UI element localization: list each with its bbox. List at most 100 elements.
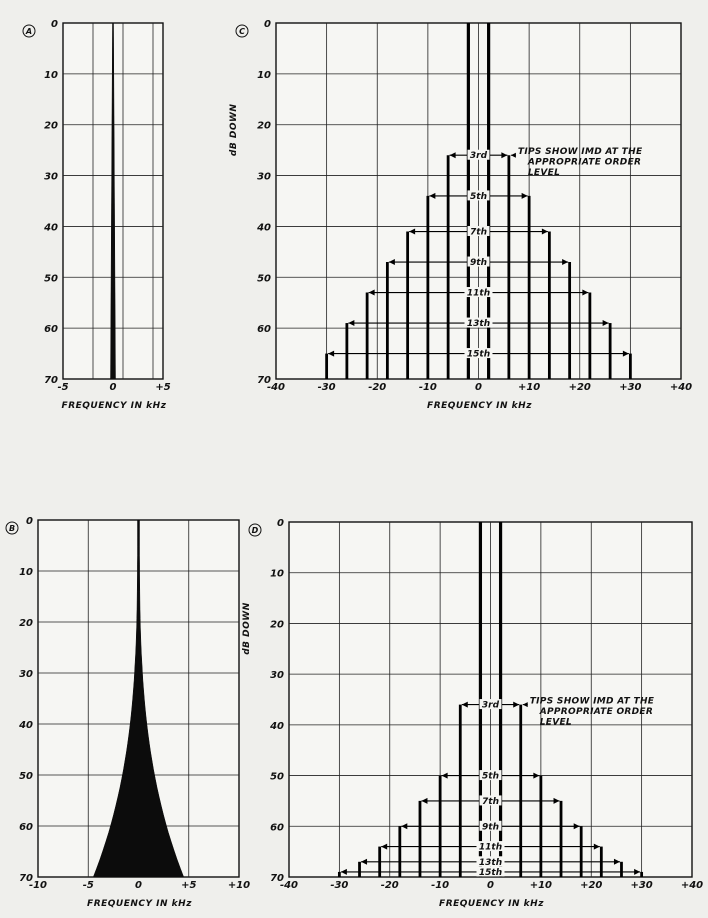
order-label-bg: [464, 287, 493, 298]
y-tick-label: 70: [257, 375, 271, 386]
order-label-bg: [467, 226, 490, 237]
y-axis-label: dB DOWN: [229, 104, 239, 157]
y-tick-label: 70: [270, 873, 284, 884]
y-tick-label: 0: [277, 518, 284, 529]
y-axis-label: dB DOWN: [242, 602, 252, 655]
order-label: 15th: [467, 350, 490, 360]
arrow-head-right: [513, 701, 520, 708]
order-label: 3rd: [482, 701, 500, 711]
order-label-bg: [464, 348, 493, 359]
arrow-head-left: [368, 289, 375, 296]
y-tick-label: 50: [44, 273, 58, 284]
x-tick-label: -30: [330, 880, 348, 891]
x-tick-label: +10: [518, 382, 540, 393]
x-tick-label: +30: [619, 382, 641, 393]
y-tick-label: 60: [44, 324, 58, 335]
arrow-head-right: [622, 350, 629, 357]
y-tick-label: 20: [19, 618, 33, 629]
x-tick-label: -10: [431, 880, 449, 891]
y-tick-label: 40: [43, 222, 58, 233]
x-tick-label: 0: [110, 382, 117, 393]
arrow-head-left: [421, 797, 428, 804]
spectrum-fill: [110, 22, 116, 380]
y-tick-label: 60: [257, 324, 271, 335]
y-tick-label: 30: [270, 670, 284, 681]
panel-id-label: A: [25, 27, 32, 36]
arrow-head-left: [388, 259, 395, 266]
y-tick-label: 60: [270, 822, 284, 833]
x-axis-label: FREQUENCY IN kHz: [439, 899, 544, 909]
arrow-head-left: [328, 350, 335, 357]
x-tick-label: 0: [475, 382, 482, 393]
x-tick-label: +5: [181, 880, 196, 891]
x-tick-label: -20: [368, 382, 386, 393]
annotation-line: TIPS SHOW IMD AT THE: [518, 147, 643, 157]
x-tick-label: -10: [29, 880, 47, 891]
y-tick-label: 40: [269, 721, 284, 732]
y-tick-label: 10: [44, 70, 58, 81]
x-tick-label: +10: [228, 880, 250, 891]
x-tick-label: +5: [155, 382, 170, 393]
annotation-line: APPROPRIATE ORDER: [539, 707, 653, 717]
order-label: 9th: [482, 822, 499, 832]
x-axis-label: FREQUENCY IN kHz: [62, 401, 167, 411]
order-label-bg: [467, 256, 490, 267]
panel-id-circle: [248, 523, 262, 537]
annotation-arrow-head: [510, 152, 516, 158]
order-label: 3rd: [470, 151, 488, 161]
panel-id-label: B: [9, 524, 15, 533]
panel-b: 0 10 20 30 40 50 60 70-10 -5 0 +5 +10 FREQUENCY IN k…: [5, 516, 250, 909]
x-tick-label: +30: [630, 880, 652, 891]
arrow-head-right: [533, 772, 540, 779]
order-label-bg: [479, 795, 502, 806]
order-label-bg: [479, 820, 502, 831]
order-label-bg: [476, 866, 505, 877]
y-tick-label: 50: [19, 771, 33, 782]
annotation-arrow-head: [522, 702, 528, 708]
y-tick-label: 50: [257, 273, 271, 284]
y-tick-label: 30: [257, 172, 271, 183]
order-label-bg: [476, 856, 505, 867]
annotation-line: LEVEL: [528, 168, 560, 178]
annotation-line: LEVEL: [540, 718, 572, 728]
arrow-head-left: [449, 152, 456, 159]
order-label-bg: [467, 149, 490, 160]
y-tick-label: 0: [26, 516, 33, 527]
y-tick-label: 0: [264, 19, 271, 30]
x-tick-label: -5: [57, 382, 68, 393]
arrow-head-right: [501, 152, 508, 159]
x-axis-label: FREQUENCY IN kHz: [87, 899, 192, 909]
panel-c: 0 10 20 30 40 50 60 70-40 -30 -20 -10 0 +10 +20 +30 +40…: [229, 19, 692, 411]
order-label-bg: [479, 699, 502, 710]
y-tick-label: 20: [257, 121, 271, 132]
panel-id-label: D: [252, 526, 259, 535]
order-label: 13th: [467, 319, 490, 329]
y-tick-label: 70: [44, 375, 58, 386]
annotation-line: APPROPRIATE ORDER: [527, 158, 641, 168]
order-label-bg: [467, 190, 490, 201]
annotation-line: TIPS SHOW IMD AT THE: [530, 697, 655, 707]
arrow-head-right: [521, 192, 528, 199]
arrow-head-left: [340, 868, 347, 875]
x-axis-label: FREQUENCY IN kHz: [427, 401, 532, 411]
x-tick-label: -40: [280, 880, 298, 891]
arrow-head-left: [409, 228, 416, 235]
x-tick-label: +10: [530, 880, 552, 891]
order-label: 5th: [482, 772, 499, 782]
y-tick-label: 30: [19, 669, 33, 680]
panel-id-circle: [235, 24, 249, 38]
x-tick-label: 0: [135, 880, 142, 891]
y-tick-label: 60: [19, 822, 33, 833]
x-tick-label: +40: [681, 880, 703, 891]
x-tick-label: -30: [318, 382, 336, 393]
arrow-head-left: [348, 320, 355, 327]
arrow-head-right: [582, 289, 589, 296]
order-label-bg: [479, 770, 502, 781]
arrow-head-left: [401, 823, 408, 830]
x-tick-label: +20: [580, 880, 602, 891]
arrow-head-right: [562, 259, 569, 266]
y-tick-label: 50: [270, 772, 284, 783]
order-label: 15th: [479, 868, 502, 878]
panel-id-circle: [22, 24, 36, 38]
panel-id-circle: [5, 521, 19, 535]
